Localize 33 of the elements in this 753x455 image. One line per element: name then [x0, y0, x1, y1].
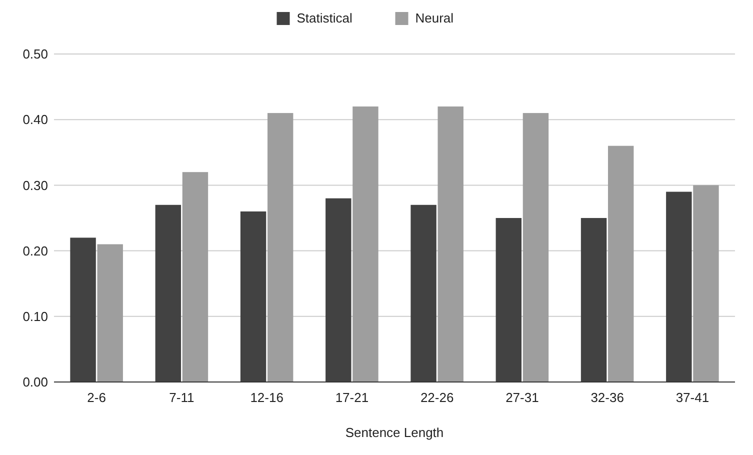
bar	[182, 172, 208, 382]
y-tick-label: 0.40	[22, 112, 48, 128]
bar	[580, 218, 607, 382]
x-tick-label: 17-21	[335, 390, 369, 405]
bar	[608, 146, 634, 382]
y-tick-label: 0.50	[22, 46, 48, 62]
bar	[240, 211, 266, 382]
bar	[267, 113, 294, 382]
x-tick-label: 27-31	[506, 390, 539, 405]
bar	[410, 204, 436, 382]
y-tick-label: 0.20	[22, 243, 48, 258]
y-tick-label: 0.00	[22, 374, 48, 390]
x-tick-label: 37-41	[676, 390, 710, 405]
bar	[496, 218, 522, 382]
bar	[522, 113, 549, 382]
x-tick-label: 22-26	[420, 390, 454, 405]
bar	[97, 244, 123, 382]
bar	[70, 238, 96, 382]
bar	[693, 185, 719, 382]
bar	[352, 106, 378, 382]
bar	[666, 192, 692, 382]
x-tick-label: 7-11	[169, 390, 194, 405]
bar	[438, 106, 464, 382]
x-tick-label: 2-6	[87, 390, 106, 405]
bar	[155, 204, 182, 382]
x-tick-label: 12-16	[250, 390, 284, 405]
legend-label: Neural	[415, 10, 454, 26]
x-axis-title: Sentence Length	[345, 425, 444, 440]
bar	[326, 198, 352, 382]
legend-label: Statistical	[296, 10, 352, 26]
x-tick-label: 32-36	[590, 390, 624, 405]
y-tick-label: 0.30	[22, 178, 48, 193]
y-tick-label: 0.10	[22, 308, 48, 324]
